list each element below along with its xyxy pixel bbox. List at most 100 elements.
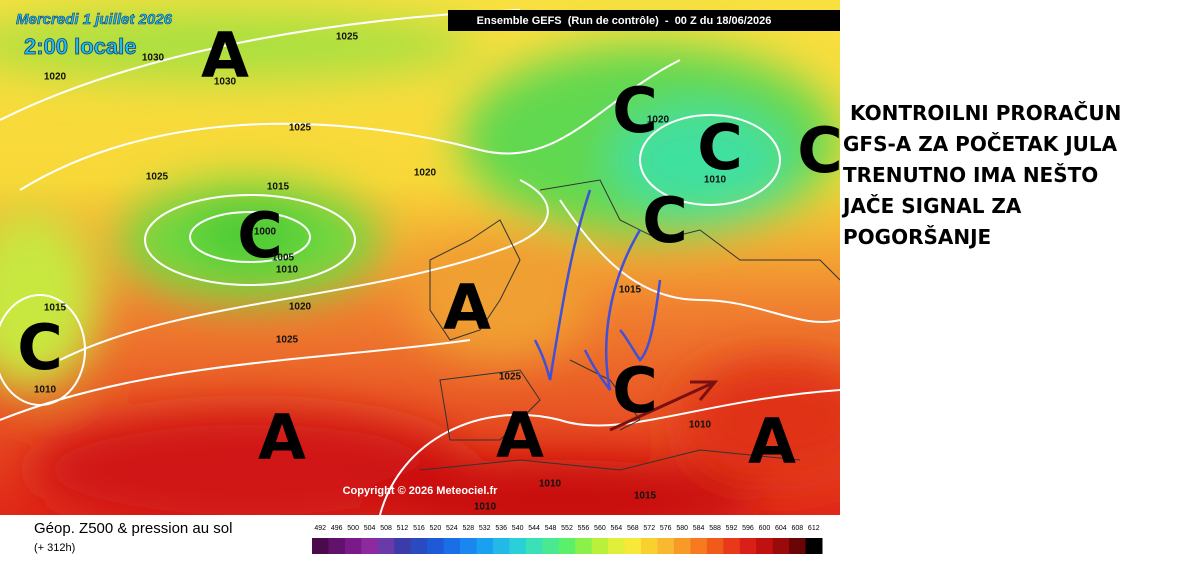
- scale-swatch: [690, 538, 708, 554]
- scale-swatch: [756, 538, 774, 554]
- scale-swatch: [805, 538, 823, 554]
- pressure-center: C: [17, 311, 63, 384]
- scale-label: 560: [594, 525, 606, 532]
- pressure-center: C: [642, 184, 688, 257]
- scale-swatch: [789, 538, 807, 554]
- isobar-label: 1025: [276, 335, 299, 346]
- scale-label: 528: [462, 525, 474, 532]
- scale-label: 516: [413, 525, 425, 532]
- color-scale: 492 496 500 504 508 512 516 520 524 528 532 536 540 5…: [312, 525, 823, 554]
- annotation: KONTROILNI PRORAČUN GFS-A ZA POČETAK JULA…: [841, 101, 1121, 249]
- annotation-line: KONTROILNI PRORAČUN: [850, 101, 1121, 125]
- scale-label: 588: [709, 525, 721, 532]
- scale-swatch: [377, 538, 395, 554]
- scale-label: 580: [676, 525, 688, 532]
- coastlines: [419, 179, 840, 471]
- scale-label: 540: [512, 525, 524, 532]
- scale-label: 568: [627, 525, 639, 532]
- scale-label: 496: [331, 525, 343, 532]
- scale-label: 544: [528, 525, 540, 532]
- scale-label: 608: [791, 525, 803, 532]
- scale-swatch: [673, 538, 691, 554]
- scale-label: 564: [611, 525, 623, 532]
- hand-drawn-lines: [533, 189, 662, 391]
- pressure-center: C: [797, 114, 843, 187]
- scale-label: 600: [759, 525, 771, 532]
- scale-swatch: [641, 538, 658, 554]
- isobar-label: 1010: [704, 175, 727, 186]
- scale-swatch: [608, 538, 626, 554]
- scale-label: 508: [380, 525, 392, 532]
- annotation-line: JAČE SIGNAL ZA: [841, 194, 1022, 218]
- isobar-label: 1015: [619, 285, 642, 296]
- scale-label: 524: [446, 525, 458, 532]
- scale-swatch: [624, 538, 642, 554]
- scale-swatch: [410, 538, 428, 554]
- isobar-label: 1010: [34, 385, 57, 396]
- pressure-center: A: [496, 399, 544, 472]
- legend-title: Géop. Z500 & pression au sol: [34, 520, 232, 537]
- scale-swatch: [361, 538, 379, 554]
- scale-label: 520: [430, 525, 442, 532]
- scale-label: 512: [397, 525, 409, 532]
- isobar-label: 1030: [142, 53, 165, 64]
- scale-label: 548: [545, 525, 557, 532]
- scale-label: 596: [742, 525, 754, 532]
- scale-swatch: [492, 538, 510, 554]
- isobar-label: 1010: [474, 502, 497, 513]
- isobar-labels: 1025 1030 1020 1030 1025 1025 1015 1020 1000 1005…: [34, 32, 727, 513]
- scale-label: 536: [495, 525, 507, 532]
- scale-swatch: [706, 538, 724, 554]
- isobar-label: 1010: [539, 479, 562, 490]
- pressure-center: A: [258, 401, 306, 474]
- scale-swatch: [525, 538, 543, 554]
- run-label: Ensemble GEFS (Run de contrôle) - 00 Z d…: [477, 15, 772, 27]
- scale-swatch: [657, 538, 675, 554]
- scale-label: 576: [660, 525, 672, 532]
- scale-label: 504: [364, 525, 376, 532]
- scale-swatch: [443, 538, 461, 554]
- scale-swatch: [739, 538, 757, 554]
- scale-swatch: [476, 538, 494, 554]
- isobar-label: 1010: [276, 265, 299, 276]
- isobar-label: 1015: [44, 303, 67, 314]
- isobar-label: 1020: [44, 72, 67, 83]
- annotation-line: GFS-A ZA POČETAK JULA: [843, 132, 1118, 156]
- annotation-line: TRENUTNO IMA NEŠTO: [843, 163, 1098, 187]
- scale-swatch: [394, 538, 412, 554]
- scale-swatch: [344, 538, 362, 554]
- scale-label: 492: [314, 525, 326, 532]
- isobar-label: 1020: [414, 168, 437, 179]
- scale-swatch: [427, 538, 445, 554]
- pressure-center: C: [612, 74, 658, 147]
- date-label: Mercredi 1 juillet 2026: [16, 11, 173, 28]
- isobars: [0, 9, 840, 515]
- pressure-center: A: [748, 405, 796, 478]
- scale-swatch: [509, 538, 527, 554]
- isobar-label: 1025: [499, 372, 522, 383]
- scale-label: 532: [479, 525, 491, 532]
- scale-label: 592: [726, 525, 738, 532]
- time-label: 2:00 locale: [24, 34, 137, 59]
- isobar-label: 1010: [689, 420, 712, 431]
- scale-swatch: [542, 538, 560, 554]
- isobar-label: 1025: [289, 123, 312, 134]
- hand-drawn-arrow: [609, 380, 719, 432]
- scale-label: 584: [693, 525, 705, 532]
- pressure-center: C: [237, 199, 283, 272]
- scale-label: 552: [561, 525, 573, 532]
- isobar-label: 1020: [647, 115, 670, 126]
- scale-swatch: [460, 538, 478, 554]
- scale-label: 500: [347, 525, 359, 532]
- pressure-center: C: [612, 354, 658, 427]
- scale-swatch: [723, 538, 741, 554]
- copyright: Copyright © 2026 Meteociel.fr: [343, 485, 499, 497]
- pressure-center: A: [201, 19, 249, 92]
- pressure-center: A: [443, 271, 491, 344]
- isobar-label: 1025: [336, 32, 359, 43]
- scale-label: 556: [578, 525, 590, 532]
- isobar-label: 1025: [146, 172, 169, 183]
